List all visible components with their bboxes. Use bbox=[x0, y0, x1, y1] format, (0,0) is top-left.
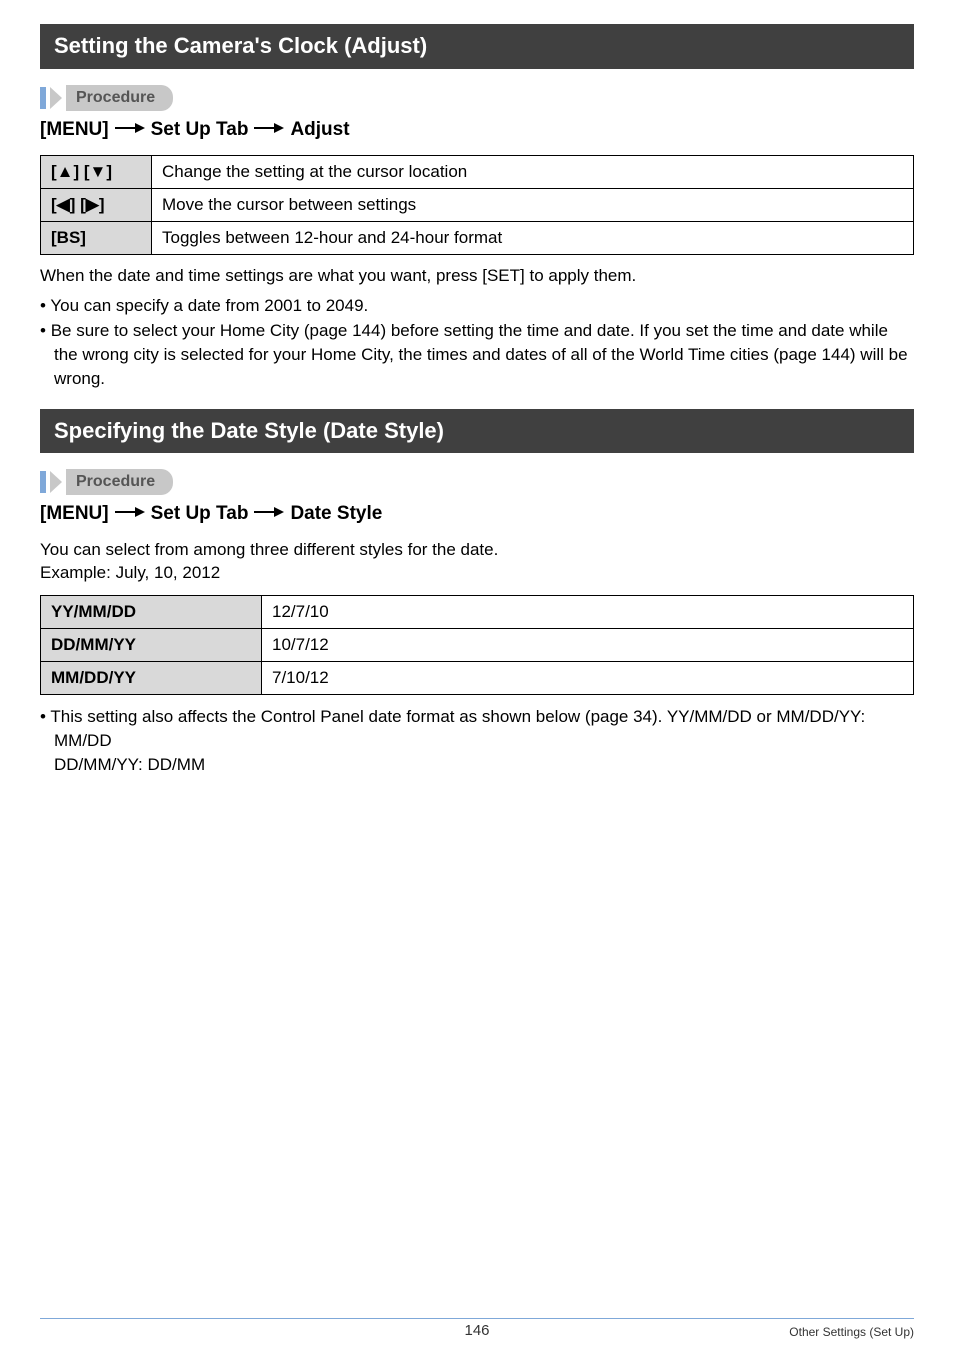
datestyle-value: 10/7/12 bbox=[262, 629, 914, 662]
paragraph: Example: July, 10, 2012 bbox=[40, 562, 914, 585]
procedure-row: Procedure bbox=[40, 469, 914, 495]
procedure-arrow-icon bbox=[50, 87, 66, 109]
menu-path-item: Date Style bbox=[290, 503, 382, 525]
menu-path-datestyle: [MENU] Set Up Tab Date Style bbox=[40, 503, 914, 525]
procedure-marker bbox=[40, 471, 46, 493]
menu-path-adjust: [MENU] Set Up Tab Adjust bbox=[40, 119, 914, 141]
control-desc: Move the cursor between settings bbox=[152, 188, 914, 221]
arrow-icon bbox=[115, 119, 145, 141]
procedure-label: Procedure bbox=[66, 85, 173, 111]
page-number: 146 bbox=[464, 1322, 489, 1339]
table-row: MM/DD/YY 7/10/12 bbox=[41, 662, 914, 695]
bullet-list: This setting also affects the Control Pa… bbox=[40, 705, 914, 776]
menu-path-item: Set Up Tab bbox=[151, 503, 249, 525]
bullet-list: You can specify a date from 2001 to 2049… bbox=[40, 294, 914, 391]
procedure-marker bbox=[40, 87, 46, 109]
menu-path-item: [MENU] bbox=[40, 119, 109, 141]
menu-path-item: Adjust bbox=[290, 119, 349, 141]
paragraph: When the date and time settings are what… bbox=[40, 265, 914, 288]
controls-table: [▲] [▼] Change the setting at the cursor… bbox=[40, 155, 914, 255]
footer-section: Other Settings (Set Up) bbox=[789, 1325, 914, 1339]
paragraph: You can select from among three differen… bbox=[40, 539, 914, 562]
table-row: [▲] [▼] Change the setting at the cursor… bbox=[41, 155, 914, 188]
control-key: [▲] [▼] bbox=[41, 155, 152, 188]
page: Setting the Camera's Clock (Adjust) Proc… bbox=[0, 0, 954, 1357]
page-footer: 146 Other Settings (Set Up) bbox=[40, 1318, 914, 1339]
procedure-row: Procedure bbox=[40, 85, 914, 111]
datestyle-format: DD/MM/YY bbox=[41, 629, 262, 662]
control-key: [BS] bbox=[41, 221, 152, 254]
table-row: DD/MM/YY 10/7/12 bbox=[41, 629, 914, 662]
section-title-datestyle: Specifying the Date Style (Date Style) bbox=[40, 409, 914, 454]
menu-path-item: [MENU] bbox=[40, 503, 109, 525]
list-item: This setting also affects the Control Pa… bbox=[40, 705, 914, 776]
procedure-arrow-icon bbox=[50, 471, 66, 493]
list-item: Be sure to select your Home City (page 1… bbox=[40, 319, 914, 390]
control-desc: Toggles between 12-hour and 24-hour form… bbox=[152, 221, 914, 254]
table-row: [◀] [▶] Move the cursor between settings bbox=[41, 188, 914, 221]
datestyle-format: MM/DD/YY bbox=[41, 662, 262, 695]
list-item: You can specify a date from 2001 to 2049… bbox=[40, 294, 914, 318]
arrow-icon bbox=[254, 119, 284, 141]
control-key: [◀] [▶] bbox=[41, 188, 152, 221]
section-title-adjust: Setting the Camera's Clock (Adjust) bbox=[40, 24, 914, 69]
arrow-icon bbox=[115, 503, 145, 525]
datestyle-table: YY/MM/DD 12/7/10 DD/MM/YY 10/7/12 MM/DD/… bbox=[40, 595, 914, 695]
table-row: YY/MM/DD 12/7/10 bbox=[41, 596, 914, 629]
procedure-label: Procedure bbox=[66, 469, 173, 495]
table-row: [BS] Toggles between 12-hour and 24-hour… bbox=[41, 221, 914, 254]
datestyle-format: YY/MM/DD bbox=[41, 596, 262, 629]
control-desc: Change the setting at the cursor locatio… bbox=[152, 155, 914, 188]
menu-path-item: Set Up Tab bbox=[151, 119, 249, 141]
datestyle-value: 12/7/10 bbox=[262, 596, 914, 629]
arrow-icon bbox=[254, 503, 284, 525]
datestyle-value: 7/10/12 bbox=[262, 662, 914, 695]
